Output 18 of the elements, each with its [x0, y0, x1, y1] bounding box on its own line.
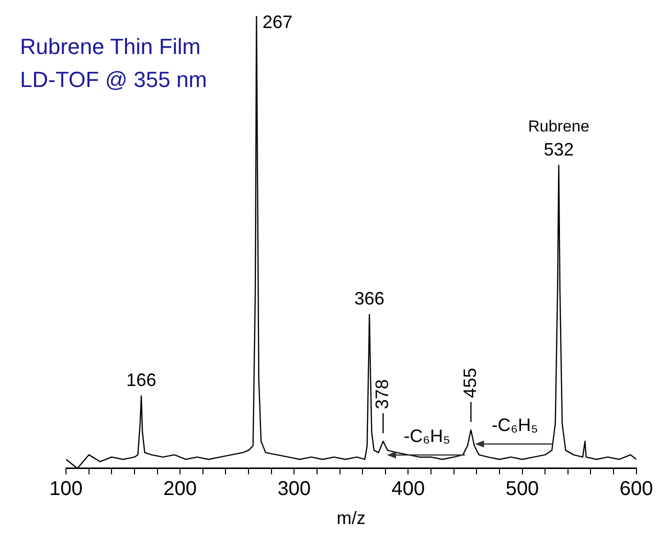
annotation: 366	[354, 288, 384, 309]
x-tick-label: 400	[392, 478, 425, 500]
annotation: 378	[372, 379, 392, 410]
text: Rubrene Thin Film	[20, 34, 201, 59]
annotation: 455	[460, 368, 480, 398]
annotation: 166	[126, 370, 156, 390]
text: LD-TOF @ 355 nm	[20, 67, 207, 92]
annotation: 532	[544, 139, 574, 160]
x-tick-label: 200	[163, 478, 197, 500]
x-tick-label: 100	[49, 478, 83, 500]
x-tick-label: 300	[277, 478, 311, 500]
x-tick-label: 500	[506, 478, 539, 500]
x-tick-label: 600	[620, 478, 654, 500]
annotation: -C₆H₅	[404, 426, 450, 446]
annotation: -C₆H₅	[492, 414, 538, 435]
annotation: Rubrene	[528, 118, 590, 136]
annotation: 267	[262, 12, 293, 32]
x-axis-title: m/z	[336, 508, 366, 528]
